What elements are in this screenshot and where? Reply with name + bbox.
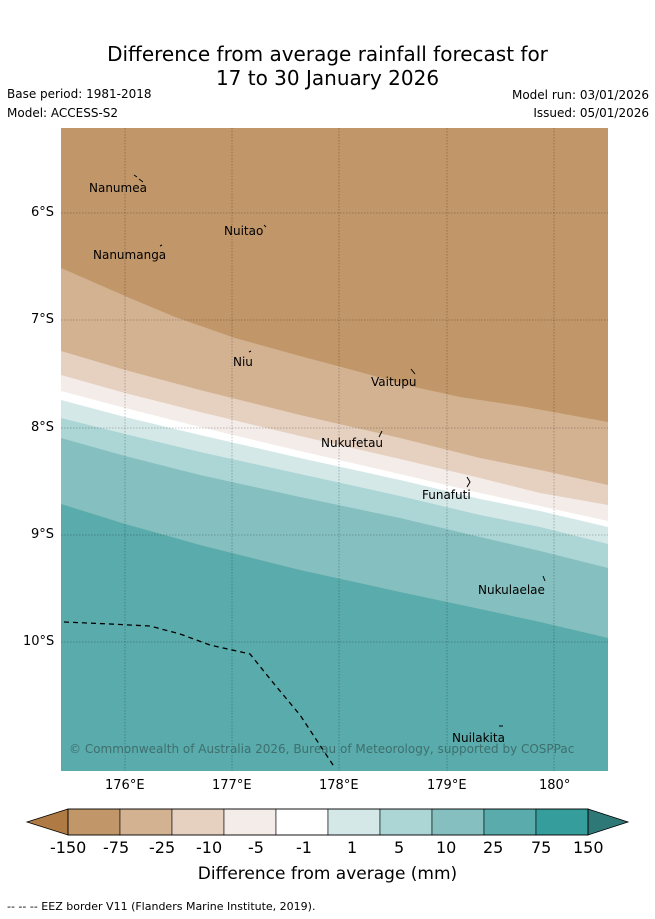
lon-label: 179°E (427, 778, 467, 793)
lon-label: 180° (539, 778, 571, 793)
island-nukulaelae (542, 575, 546, 582)
island-nukufetau (378, 430, 383, 438)
colorbar-tick: 75 (531, 838, 552, 857)
colorbar-tick: 25 (483, 838, 504, 857)
place-label: Funafuti (422, 488, 471, 502)
band-plus-25 (61, 504, 608, 771)
colorbar-cell (379, 808, 433, 836)
colorbar-extend-low (25, 808, 69, 836)
lat-label: 10°S (23, 634, 55, 649)
place-label: Nukufetau (321, 436, 384, 450)
map-title: Difference from average rainfall forecas… (0, 42, 655, 90)
lon-label: 176°E (105, 778, 145, 793)
colorbar-cell (431, 808, 485, 836)
island-nanumanga (159, 244, 163, 247)
model-run: Model run: 03/01/2026 (511, 88, 649, 102)
colorbar-cell (119, 808, 173, 836)
lat-label: 7°S (31, 312, 55, 327)
rainfall-bands (61, 128, 608, 771)
island-vaitupu (410, 368, 416, 375)
island-nuitao (263, 224, 267, 228)
model-name: Model: ACCESS-S2 (7, 106, 119, 120)
colorbar-cells (67, 808, 589, 836)
title-line-2: 17 to 30 January 2026 (215, 66, 440, 90)
colorbar-tick: 150 (573, 838, 604, 857)
colorbar-tick: 1 (347, 838, 358, 857)
lon-label: 178°E (319, 778, 359, 793)
lat-label: 6°S (31, 205, 55, 220)
issued-date: Issued: 05/01/2026 (533, 106, 649, 120)
island-niu (248, 350, 252, 353)
lon-label: 177°E (212, 778, 252, 793)
copyright-notice: © Commonwealth of Australia 2026, Bureau… (69, 742, 575, 756)
lat-label: 8°S (31, 420, 55, 435)
colorbar-cell (275, 808, 329, 836)
colorbar (25, 808, 630, 836)
colorbar-extend-high (587, 808, 630, 836)
colorbar-cell (535, 808, 589, 836)
colorbar-cell (327, 808, 381, 836)
title-line-1: Difference from average rainfall forecas… (107, 42, 548, 66)
colorbar-tick: 5 (394, 838, 405, 857)
colorbar-tick: -75 (103, 838, 130, 857)
colorbar-cell (171, 808, 225, 836)
colorbar-cell (67, 808, 121, 836)
colorbar-label: Difference from average (mm) (197, 864, 458, 884)
island-nanumea (133, 174, 144, 183)
colorbar-tick: -25 (149, 838, 176, 857)
island-outlines (133, 174, 546, 727)
graticule (61, 128, 608, 771)
colorbar-frame (67, 808, 589, 836)
colorbar-tick: -1 (296, 838, 312, 857)
island-funafuti (466, 476, 471, 488)
place-label: Nanumanga (93, 248, 167, 262)
eez-border (63, 621, 336, 769)
base-period: Base period: 1981-2018 (7, 87, 152, 101)
colorbar-tick: -150 (50, 838, 87, 857)
colorbar-cell (483, 808, 537, 836)
place-label: Niu (233, 355, 253, 369)
place-label: Nanumea (89, 181, 147, 195)
colorbar-tick: -5 (248, 838, 264, 857)
place-label: Vaitupu (371, 375, 417, 389)
colorbar-tick: 10 (436, 838, 457, 857)
eez-legend-note: -- -- -- EEZ border V11 (Flanders Marine… (7, 900, 316, 913)
place-label: Nukulaelae (478, 583, 545, 597)
place-label: Nuilakita (452, 731, 505, 745)
lat-label: 9°S (31, 527, 55, 542)
place-label: Nuitao (224, 224, 264, 238)
colorbar-tick: -10 (196, 838, 223, 857)
colorbar-cell (223, 808, 277, 836)
